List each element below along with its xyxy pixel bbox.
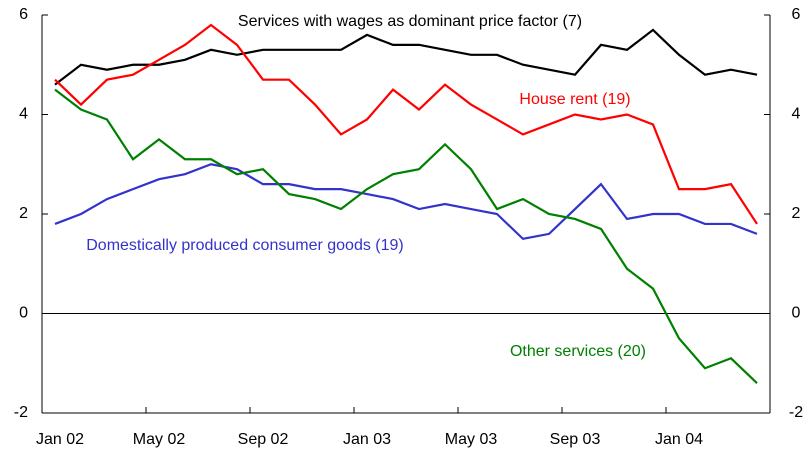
series-label: Services with wages as dominant price fa… bbox=[238, 13, 582, 30]
y2-tick-label: 4 bbox=[792, 106, 801, 123]
y2-tick-label: -2 bbox=[789, 404, 803, 421]
x-tick-label: Jan 04 bbox=[655, 431, 703, 448]
y-tick-label: 6 bbox=[19, 6, 28, 23]
series-line bbox=[54, 23, 758, 225]
y-tick-label: 0 bbox=[19, 305, 28, 322]
x-tick-label: Jan 03 bbox=[343, 431, 391, 448]
series-label: Domestically produced consumer goods (19… bbox=[86, 237, 403, 254]
y-tick-label: 2 bbox=[19, 205, 28, 222]
series-line bbox=[54, 28, 758, 86]
y2-tick-label: 0 bbox=[792, 305, 801, 322]
x-tick-label: May 02 bbox=[133, 431, 186, 448]
x-tick-label: Jan 02 bbox=[36, 431, 84, 448]
x-tick-label: May 03 bbox=[445, 431, 498, 448]
y2-tick-label: 6 bbox=[792, 6, 801, 23]
series-label: House rent (19) bbox=[519, 91, 630, 108]
y-tick-label: 4 bbox=[19, 106, 28, 123]
series-line bbox=[54, 163, 758, 241]
series-label: Other services (20) bbox=[510, 343, 646, 360]
y2-tick-label: 2 bbox=[792, 205, 801, 222]
x-tick-label: Sep 03 bbox=[550, 431, 601, 448]
y-tick-label: -2 bbox=[14, 404, 28, 421]
series-line bbox=[54, 88, 758, 384]
x-tick-label: Sep 02 bbox=[238, 431, 289, 448]
